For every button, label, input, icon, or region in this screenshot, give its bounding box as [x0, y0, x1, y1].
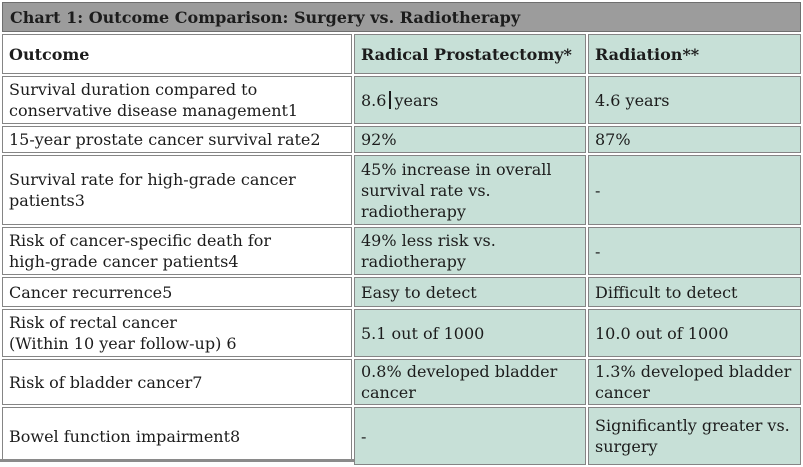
- table-row: Survival duration compared to conservati…: [2, 76, 802, 124]
- title-row: Chart 1: Outcome Comparison: Surgery vs.…: [2, 2, 802, 32]
- header-row: Outcome Radical Prostatectomy* Radiation…: [2, 34, 802, 74]
- cell-radiation[interactable]: -: [588, 227, 802, 275]
- cell-radical-prostatectomy[interactable]: Easy to detect: [354, 277, 586, 307]
- cell-outcome[interactable]: Survival duration compared to conservati…: [2, 76, 352, 124]
- cell-radical-prostatectomy[interactable]: 8.6 years: [354, 76, 586, 124]
- table-bottom-margin: [0, 462, 354, 467]
- column-header-outcome[interactable]: Outcome: [2, 34, 352, 74]
- cell-radical-prostatectomy[interactable]: 0.8% developed bladder cancer: [354, 359, 586, 405]
- column-header-radiation[interactable]: Radiation**: [588, 34, 802, 74]
- column-header-radical-prostatectomy[interactable]: Radical Prostatectomy*: [354, 34, 586, 74]
- cell-outcome[interactable]: 15-year prostate cancer survival rate2: [2, 126, 352, 153]
- table-row: Bowel function impairment8- Significantly…: [2, 407, 802, 465]
- table-row: Survival rate for high-grade cancer pati…: [2, 155, 802, 225]
- cell-radical-prostatectomy[interactable]: -: [354, 407, 586, 465]
- table-title[interactable]: Chart 1: Outcome Comparison: Surgery vs.…: [2, 2, 802, 32]
- cell-text-after-caret: years: [394, 90, 439, 110]
- text-caret: [389, 90, 392, 109]
- table-row: Risk of bladder cancer7 0.8% developed bl…: [2, 359, 802, 405]
- cell-radiation[interactable]: Significantly greater vs. surgery: [588, 407, 802, 465]
- table-bottom-border: [0, 459, 354, 462]
- cell-outcome[interactable]: Survival rate for high-grade cancer pati…: [2, 155, 352, 225]
- cell-outcome[interactable]: Cancer recurrence5: [2, 277, 352, 307]
- cell-radiation[interactable]: Difficult to detect: [588, 277, 802, 307]
- cell-radical-prostatectomy[interactable]: 5.1 out of 1000: [354, 309, 586, 357]
- table-row: Risk of rectal cancer (Within 10 year fo…: [2, 309, 802, 357]
- cell-outcome[interactable]: Bowel function impairment8: [2, 407, 352, 465]
- cell-radiation[interactable]: 4.6 years: [588, 76, 802, 124]
- table-row: Cancer recurrence5 Easy to detect Difficul…: [2, 277, 802, 307]
- cell-outcome[interactable]: Risk of bladder cancer7: [2, 359, 352, 405]
- cell-radical-prostatectomy[interactable]: 45% increase in overall survival rate vs…: [354, 155, 586, 225]
- cell-radiation[interactable]: 87%: [588, 126, 802, 153]
- cell-radiation[interactable]: -: [588, 155, 802, 225]
- cell-radical-prostatectomy[interactable]: 92%: [354, 126, 586, 153]
- cell-text-before-caret: 8.6: [361, 90, 387, 110]
- cell-outcome[interactable]: Risk of cancer-specific death for high-g…: [2, 227, 352, 275]
- cell-radiation[interactable]: 10.0 out of 1000: [588, 309, 802, 357]
- cell-radiation[interactable]: 1.3% developed bladder cancer: [588, 359, 802, 405]
- table-row: 15-year prostate cancer survival rate2 92…: [2, 126, 802, 153]
- table-row: Risk of cancer-specific death for high-g…: [2, 227, 802, 275]
- cell-outcome[interactable]: Risk of rectal cancer (Within 10 year fo…: [2, 309, 352, 357]
- cell-radical-prostatectomy[interactable]: 49% less risk vs. radiotherapy: [354, 227, 586, 275]
